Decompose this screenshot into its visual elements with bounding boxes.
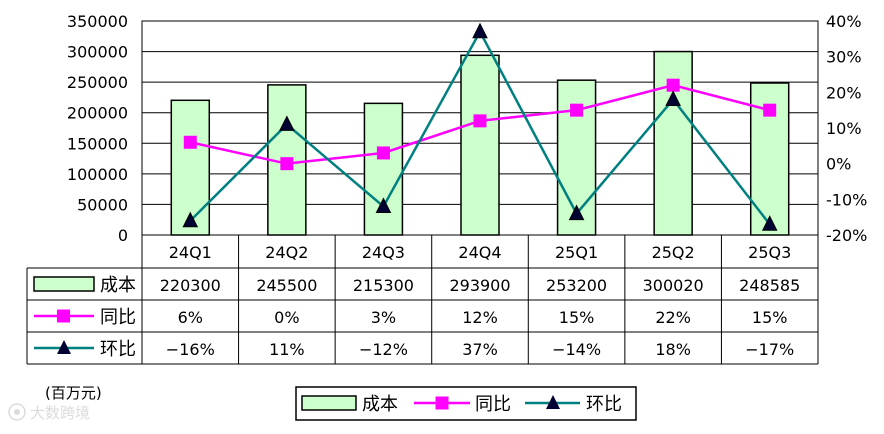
qoq-point	[568, 204, 585, 221]
bar-value-label: 253200	[546, 276, 607, 295]
right-tick-label: -20%	[826, 226, 867, 245]
category-label: 24Q2	[265, 243, 308, 262]
row-key-yoy-marker	[57, 309, 70, 323]
left-tick-label: 0	[118, 226, 128, 245]
qoq-point	[761, 215, 778, 231]
yoy-point	[183, 135, 197, 149]
qoq-point	[472, 22, 488, 39]
legend-label-qoq: 环比	[586, 394, 622, 415]
legend-key-bar	[301, 395, 357, 411]
bar-value-label: 245500	[256, 276, 317, 295]
lines	[182, 22, 778, 231]
qoq-value-label: −12%	[359, 340, 408, 359]
axes: 0 50000 100000 150000 200000 250000 300000 3500…	[67, 12, 867, 245]
yoy-value-label: 12%	[462, 308, 498, 327]
watermark-text: 大数跨境	[30, 404, 90, 422]
category-label: 24Q1	[169, 243, 212, 262]
category-label: 25Q2	[652, 243, 695, 262]
right-tick-label: 30%	[826, 48, 862, 67]
qoq-point	[182, 211, 199, 228]
left-tick-label: 350000	[67, 12, 128, 31]
row-key-bar	[33, 276, 95, 292]
qoq-value-label: 37%	[462, 340, 498, 359]
legend-label-yoy: 同比	[475, 394, 511, 415]
category-label: 24Q3	[362, 243, 405, 262]
qoq-point	[665, 90, 681, 106]
yoy-point	[280, 157, 294, 171]
yoy-value-label: 15%	[559, 308, 595, 327]
bar-value-label: 248585	[739, 276, 800, 295]
yoy-value-label: 6%	[178, 308, 203, 327]
category-label: 25Q1	[555, 243, 598, 262]
legend-label-cost: 成本	[362, 394, 398, 415]
qoq-value-label: 18%	[655, 340, 691, 359]
yoy-value-label: 3%	[371, 308, 396, 327]
yoy-point	[666, 78, 680, 92]
bar-value-label: 215300	[353, 276, 414, 295]
left-tick-label: 150000	[67, 134, 128, 153]
left-tick-label: 250000	[67, 73, 128, 92]
qoq-point	[279, 115, 295, 131]
category-label: 25Q3	[748, 243, 791, 262]
qoq-value-label: −14%	[552, 340, 601, 359]
yoy-point	[473, 114, 487, 128]
right-tick-label: 0%	[826, 155, 851, 174]
row-label-yoy: 同比	[100, 307, 136, 328]
yoy-point	[570, 103, 584, 117]
right-tick-label: 40%	[826, 12, 862, 31]
left-tick-label: 200000	[67, 104, 128, 123]
unit-label: (百万元)	[45, 384, 102, 402]
bar-value-label: 293900	[449, 276, 510, 295]
legend: 成本 同比 环比	[295, 386, 637, 421]
left-tick-label: 50000	[77, 195, 128, 214]
category-label: 24Q4	[458, 243, 501, 262]
right-tick-label: -10%	[826, 190, 867, 209]
watermark-logo: 大数跨境	[8, 403, 90, 422]
yoy-value-label: 15%	[752, 308, 788, 327]
legend-key-yoy-marker	[435, 396, 449, 410]
bar	[363, 102, 404, 236]
qoq-value-label: −16%	[166, 340, 215, 359]
legend-key-qoq-marker	[546, 395, 560, 409]
right-tick-label: 20%	[826, 83, 862, 102]
left-tick-label: 300000	[67, 43, 128, 62]
yoy-value-label: 0%	[274, 308, 299, 327]
row-key-qoq-marker	[57, 340, 71, 354]
yoy-point	[763, 103, 777, 117]
bar-value-label: 220300	[160, 276, 221, 295]
right-tick-label: 10%	[826, 119, 862, 138]
data-table: 24Q1 24Q2 24Q3 24Q4 25Q1 25Q2 25Q3 220300 245500…	[26, 235, 819, 365]
qoq-value-label: 11%	[269, 340, 305, 359]
bar-value-label: 300020	[643, 276, 704, 295]
yoy-point	[376, 146, 390, 160]
row-label-cost: 成本	[100, 275, 136, 296]
bar	[460, 54, 500, 236]
left-tick-label: 100000	[67, 165, 128, 184]
qoq-value-label: −17%	[745, 340, 794, 359]
yoy-value-label: 22%	[655, 308, 691, 327]
row-label-qoq: 环比	[100, 339, 136, 360]
qoq-point	[375, 197, 392, 213]
